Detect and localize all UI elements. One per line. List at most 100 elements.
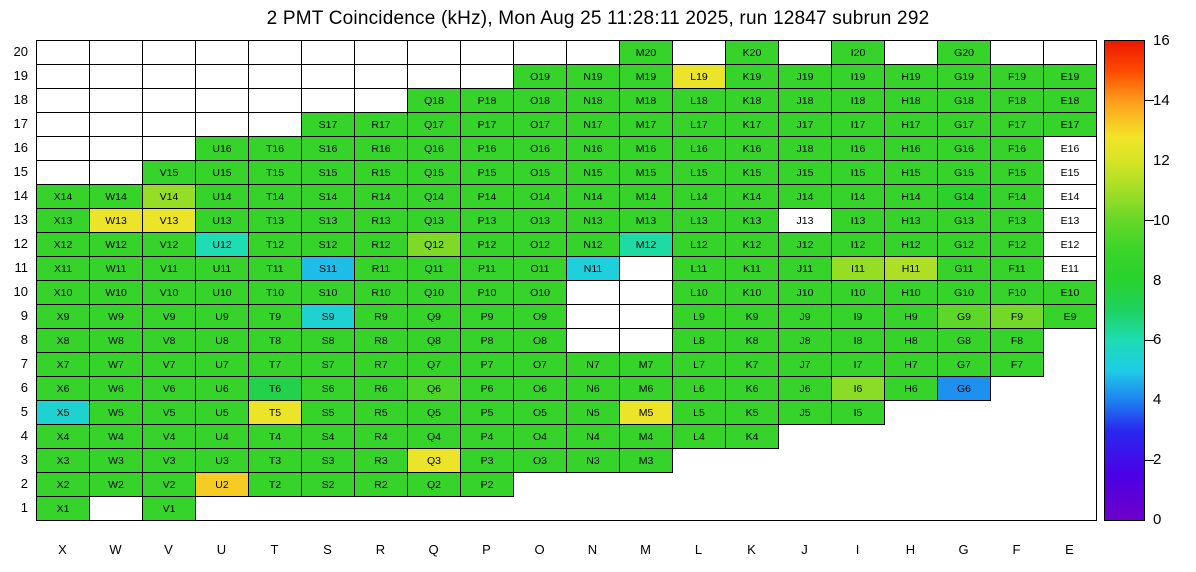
- colorbar-tick-label: 12: [1153, 151, 1170, 169]
- heatmap-cell: J11: [778, 256, 832, 281]
- x-axis-label: V: [164, 542, 173, 557]
- heatmap-cell: S10: [301, 280, 355, 305]
- heatmap-cell: R17: [354, 112, 408, 137]
- heatmap-cell: O4: [513, 424, 567, 449]
- heatmap-cell: T14: [248, 184, 302, 209]
- x-axis-label: U: [216, 542, 227, 557]
- heatmap-cell: S2: [301, 472, 355, 497]
- heatmap-cell-empty: [142, 136, 196, 161]
- heatmap-cell: R9: [354, 304, 408, 329]
- heatmap-cell: H11: [884, 256, 938, 281]
- heatmap-cell-empty: [195, 64, 249, 89]
- colorbar-tick-label: 2: [1153, 451, 1162, 469]
- heatmap-cell: O3: [513, 448, 567, 473]
- heatmap-cell: P15: [460, 160, 514, 185]
- heatmap-cell: L5: [672, 400, 726, 425]
- heatmap-cell-empty: [566, 304, 620, 329]
- heatmap-cell: E9: [1043, 304, 1097, 329]
- colorbar-tick-label: 4: [1153, 391, 1162, 409]
- heatmap-cell: K17: [725, 112, 779, 137]
- heatmap-cell: V10: [142, 280, 196, 305]
- heatmap-cell: U3: [195, 448, 249, 473]
- heatmap-cell: I19: [831, 64, 885, 89]
- heatmap-cell-nodata: E16: [1043, 136, 1097, 161]
- heatmap-cell: S6: [301, 376, 355, 401]
- heatmap-cell: F8: [990, 328, 1044, 353]
- heatmap-cell: T7: [248, 352, 302, 377]
- heatmap-cell: R2: [354, 472, 408, 497]
- heatmap-cell: V11: [142, 256, 196, 281]
- heatmap-cell-empty: [195, 40, 249, 65]
- heatmap-cell: M4: [619, 424, 673, 449]
- heatmap-cell: P14: [460, 184, 514, 209]
- heatmap-cell: Q10: [407, 280, 461, 305]
- heatmap-cell: M15: [619, 160, 673, 185]
- x-axis-label: W: [109, 542, 122, 557]
- heatmap-cell: L19: [672, 64, 726, 89]
- heatmap-cell-empty: [354, 40, 408, 65]
- heatmap-cell: O14: [513, 184, 567, 209]
- heatmap-cell: N11: [566, 256, 620, 281]
- heatmap-cell: N12: [566, 232, 620, 257]
- heatmap-cell: G17: [937, 112, 991, 137]
- y-axis-label: 14: [13, 188, 28, 203]
- heatmap-cell: F12: [990, 232, 1044, 257]
- heatmap-cell: F11: [990, 256, 1044, 281]
- heatmap-cell: J9: [778, 304, 832, 329]
- heatmap-cell: Q3: [407, 448, 461, 473]
- colorbar-tick-label: 6: [1153, 331, 1162, 349]
- heatmap-cell: F19: [990, 64, 1044, 89]
- heatmap-cell-nodata: E12: [1043, 232, 1097, 257]
- heatmap-cell: S17: [301, 112, 355, 137]
- heatmap-cell: E10: [1043, 280, 1097, 305]
- y-axis-label: 20: [13, 44, 28, 59]
- heatmap-cell: F16: [990, 136, 1044, 161]
- heatmap-cell: J7: [778, 352, 832, 377]
- heatmap-cell: H8: [884, 328, 938, 353]
- heatmap-cell: G10: [937, 280, 991, 305]
- heatmap-cell: I11: [831, 256, 885, 281]
- x-axis-label: Q: [428, 542, 439, 557]
- heatmap-cell: G18: [937, 88, 991, 113]
- colorbar-gradient: [1104, 40, 1145, 521]
- y-axis-label: 11: [14, 260, 29, 275]
- heatmap-cell: N14: [566, 184, 620, 209]
- heatmap-cell: W11: [89, 256, 143, 281]
- heatmap-cell: O8: [513, 328, 567, 353]
- heatmap-cell: H9: [884, 304, 938, 329]
- heatmap-cell: L17: [672, 112, 726, 137]
- heatmap-cell: M14: [619, 184, 673, 209]
- heatmap-cell: W9: [89, 304, 143, 329]
- heatmap-cell: P2: [460, 472, 514, 497]
- heatmap-cell: M18: [619, 88, 673, 113]
- heatmap-cell: X11: [36, 256, 90, 281]
- heatmap-cell: K11: [725, 256, 779, 281]
- heatmap-cell: R3: [354, 448, 408, 473]
- x-axis-label: H: [905, 542, 916, 557]
- heatmap-cell: H6: [884, 376, 938, 401]
- heatmap-cell-empty: [407, 40, 461, 65]
- heatmap-cell: T16: [248, 136, 302, 161]
- heatmap-cell: I20: [831, 40, 885, 65]
- heatmap-cell: W6: [89, 376, 143, 401]
- heatmap-cell-empty: [354, 88, 408, 113]
- heatmap-cell: H16: [884, 136, 938, 161]
- heatmap-cell: L8: [672, 328, 726, 353]
- x-axis-label: T: [270, 542, 279, 557]
- heatmap-cell: S15: [301, 160, 355, 185]
- y-axis-label: 15: [13, 164, 28, 179]
- heatmap-cell-empty: [248, 40, 302, 65]
- heatmap-cell: X13: [36, 208, 90, 233]
- heatmap-cell-nodata: E11: [1043, 256, 1097, 281]
- heatmap-cell: H17: [884, 112, 938, 137]
- heatmap-cell: G20: [937, 40, 991, 65]
- y-axis-label: 8: [20, 332, 28, 347]
- heatmap-cell-empty: [89, 136, 143, 161]
- heatmap-cell-empty: [142, 88, 196, 113]
- y-axis-label: 9: [20, 308, 28, 323]
- heatmap-cell: G19: [937, 64, 991, 89]
- heatmap-cell: U11: [195, 256, 249, 281]
- heatmap-cell: W7: [89, 352, 143, 377]
- chart-title: 2 PMT Coincidence (kHz), Mon Aug 25 11:2…: [266, 8, 930, 29]
- heatmap-cell: I9: [831, 304, 885, 329]
